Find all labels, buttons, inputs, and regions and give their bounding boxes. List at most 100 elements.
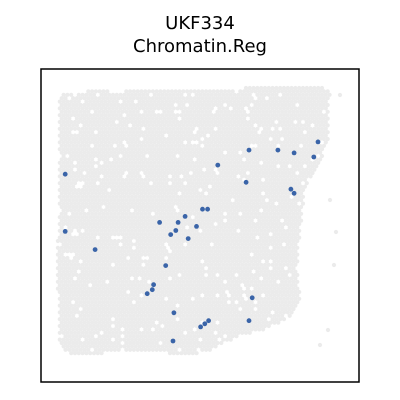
tissue-spot xyxy=(255,85,260,91)
tissue-spot xyxy=(69,167,74,172)
tissue-spot xyxy=(112,232,117,237)
tissue-spot xyxy=(129,181,135,186)
tissue-spot xyxy=(280,150,285,155)
tissue-spot xyxy=(285,133,290,138)
tissue-spot xyxy=(88,92,93,97)
tissue-spot xyxy=(259,140,264,145)
tissue-spot xyxy=(238,102,243,108)
tissue-spot xyxy=(238,198,243,203)
tissue-spot xyxy=(67,170,72,176)
tissue-spot xyxy=(135,347,140,352)
tissue-spot xyxy=(264,130,269,135)
tissue-spot xyxy=(148,133,154,138)
tissue-spot xyxy=(137,92,142,97)
tissue-spot xyxy=(74,157,79,162)
tissue-spot xyxy=(124,184,129,189)
tissue-spot xyxy=(268,102,273,108)
tissue-spot xyxy=(69,208,74,213)
tissue-spot xyxy=(71,204,76,210)
tissue-spot xyxy=(192,184,197,189)
tissue-spot xyxy=(179,113,184,118)
tissue-spot xyxy=(238,191,243,196)
tissue-spot xyxy=(93,198,98,203)
tissue-spot xyxy=(192,204,197,210)
tissue-spot xyxy=(300,85,306,91)
tissue-spot xyxy=(105,102,110,108)
tissue-spot xyxy=(90,204,95,210)
tissue-spot xyxy=(78,116,83,121)
tissue-spot xyxy=(162,164,167,169)
tissue-spot xyxy=(93,136,98,142)
tissue-spot xyxy=(63,102,68,108)
tissue-spot xyxy=(71,96,76,101)
tissue-spot xyxy=(133,106,138,111)
tissue-spot xyxy=(278,133,283,138)
tissue-spot xyxy=(283,211,288,216)
tissue-spot xyxy=(84,174,89,179)
tissue-spot xyxy=(188,116,193,121)
tissue-spot xyxy=(116,130,121,135)
tissue-spot xyxy=(67,123,72,128)
tissue-spot xyxy=(179,201,184,206)
tissue-spot xyxy=(156,174,161,179)
tissue-spot xyxy=(171,201,176,206)
tissue-spot xyxy=(219,130,224,135)
tissue-spot xyxy=(74,123,79,128)
tissue-spot xyxy=(82,102,87,108)
tissue-spot xyxy=(240,106,245,111)
tissue-spot xyxy=(230,177,235,182)
tissue-spot xyxy=(55,238,61,244)
tissue-spot xyxy=(99,153,104,159)
tissue-spot xyxy=(135,184,140,189)
tissue-spot xyxy=(72,187,78,193)
tissue-spot xyxy=(289,85,294,91)
tissue-spot xyxy=(71,170,76,176)
tissue-spot xyxy=(207,170,212,176)
tissue-spot xyxy=(224,106,230,111)
tissue-spot xyxy=(124,136,129,142)
tissue-spot xyxy=(154,198,159,203)
tissue-spot xyxy=(325,96,330,101)
tissue-spot xyxy=(234,109,239,114)
tissue-spot xyxy=(135,123,140,128)
tissue-spot xyxy=(116,136,121,142)
tissue-spot xyxy=(120,204,125,210)
tissue-spot xyxy=(302,184,307,189)
tissue-spot xyxy=(219,109,224,114)
tissue-spot xyxy=(285,106,290,111)
tissue-spot xyxy=(236,119,241,125)
tissue-spot xyxy=(57,126,62,131)
tissue-spot xyxy=(224,337,230,342)
tissue-spot xyxy=(276,130,281,135)
tissue-spot xyxy=(316,113,321,118)
tissue-spot xyxy=(280,102,285,108)
tissue-spot xyxy=(137,181,142,186)
tissue-spot xyxy=(261,116,266,121)
tissue-spot xyxy=(143,211,148,216)
tissue-spot xyxy=(112,204,117,210)
tissue-spot xyxy=(287,130,292,135)
tissue-spot xyxy=(156,153,161,159)
tissue-spot xyxy=(167,106,173,111)
tissue-spot xyxy=(166,116,171,121)
tissue-spot xyxy=(312,140,317,145)
tissue-spot xyxy=(230,123,235,128)
tissue-spot xyxy=(112,177,117,182)
tissue-spot xyxy=(167,160,173,165)
tissue-spot xyxy=(101,170,106,176)
tissue-spot xyxy=(131,96,136,101)
tissue-spot xyxy=(213,344,218,349)
tissue-spot xyxy=(131,347,136,352)
tissue-spot xyxy=(139,191,144,196)
tissue-spot xyxy=(57,140,62,145)
tissue-spot xyxy=(148,126,154,131)
tissue-spot xyxy=(112,170,117,176)
tissue-spot xyxy=(61,208,66,213)
tissue-spot xyxy=(289,208,294,213)
tissue-spot xyxy=(105,177,110,182)
tissue-spot xyxy=(150,96,155,101)
tissue-spot xyxy=(196,89,201,94)
tissue-spot xyxy=(141,119,146,125)
tissue-spot xyxy=(209,140,214,145)
tissue-spot xyxy=(264,204,269,210)
